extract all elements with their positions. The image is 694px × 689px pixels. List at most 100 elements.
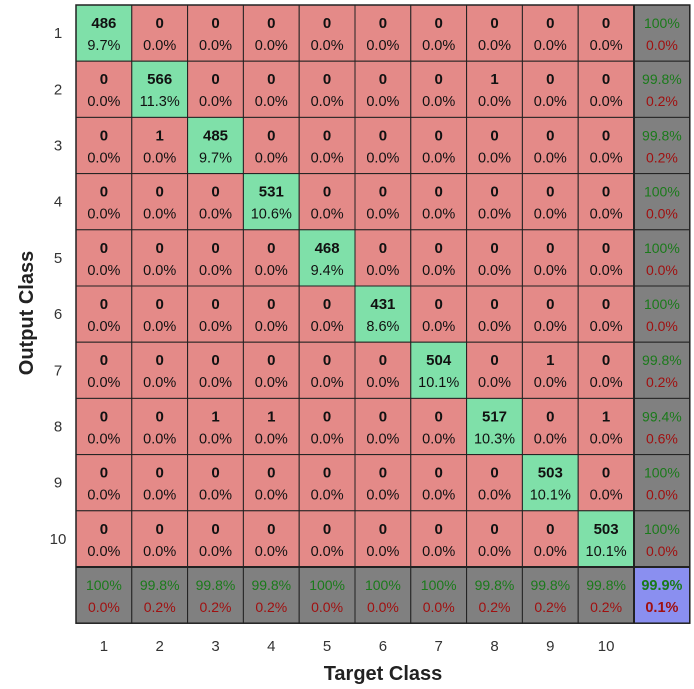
cell-count: 0: [323, 184, 331, 201]
matrix-cell: [187, 116, 244, 175]
cell-percent: 0.0%: [143, 488, 176, 504]
col-summary-correct: 99.8%: [530, 577, 570, 593]
cell-percent: 0.0%: [255, 488, 288, 504]
cell-count: 468: [315, 240, 340, 257]
cell-percent: 0.0%: [366, 150, 399, 166]
matrix-cell: [466, 510, 523, 568]
cell-count: 0: [602, 240, 610, 257]
cell-count: 1: [156, 127, 164, 144]
matrix-cell: [466, 229, 523, 287]
matrix-cell: [131, 60, 189, 118]
cell-count: 517: [482, 408, 507, 425]
cell-count: 504: [426, 352, 452, 369]
cell-percent: 8.6%: [366, 319, 399, 335]
cell-percent: 0.0%: [422, 319, 455, 335]
matrix-cell: [521, 116, 579, 175]
y-tick-label: 4: [54, 194, 62, 211]
col-summary-error: 0.2%: [590, 599, 622, 615]
cell-percent: 0.0%: [143, 319, 176, 335]
cell-percent: 0.0%: [590, 150, 623, 166]
col-summary-error: 0.0%: [88, 599, 120, 615]
cell-count: 1: [546, 352, 554, 369]
matrix-cell: [466, 454, 523, 512]
cell-percent: 0.0%: [422, 150, 455, 166]
cell-percent: 0.0%: [255, 94, 288, 110]
cell-count: 0: [435, 240, 443, 257]
cell-count: 0: [379, 240, 387, 257]
matrix-cell: [521, 454, 579, 512]
matrix-cells: 486 9.7% 0 0.0% 0 0.0% 0 0.0% 0 0.0% 0 0.0% 0 0.0% 0 0.…: [75, 4, 635, 568]
cell-count: 0: [156, 240, 164, 257]
cell-percent: 0.0%: [534, 38, 567, 54]
cell-count: 0: [379, 127, 387, 144]
cell-percent: 0.0%: [311, 150, 344, 166]
cell-percent: 0.0%: [255, 150, 288, 166]
cell-percent: 0.0%: [255, 431, 288, 447]
x-tick-label: 3: [211, 638, 219, 655]
cell-percent: 0.0%: [311, 94, 344, 110]
cell-count: 431: [370, 296, 395, 313]
cell-count: 0: [546, 15, 554, 32]
cell-percent: 0.0%: [143, 263, 176, 279]
cell-count: 531: [259, 184, 284, 201]
matrix-cell: [298, 510, 356, 568]
cell-count: 0: [211, 352, 219, 369]
cell-count: 0: [100, 184, 108, 201]
matrix-cell: [75, 4, 133, 62]
col-summary-error: 0.0%: [367, 599, 399, 615]
cell-percent: 0.0%: [311, 544, 344, 560]
y-tick-label: 6: [54, 306, 62, 323]
cell-count: 0: [211, 240, 219, 257]
cell-count: 0: [546, 184, 554, 201]
overall-error: 0.1%: [645, 600, 678, 616]
matrix-cell: [354, 285, 412, 343]
matrix-cell: [75, 173, 133, 231]
cell-percent: 0.0%: [590, 375, 623, 391]
matrix-cell: [298, 454, 356, 512]
cell-count: 0: [100, 71, 108, 88]
y-tick-label: 3: [54, 138, 62, 155]
y-tick-label: 8: [54, 419, 62, 436]
cell-percent: 0.0%: [199, 544, 232, 560]
col-summary-correct: 99.8%: [140, 577, 180, 593]
cell-percent: 0.0%: [87, 544, 120, 560]
cell-percent: 0.0%: [199, 488, 232, 504]
matrix-cell: [577, 60, 635, 118]
matrix-cell: [298, 397, 356, 456]
cell-count: 0: [546, 521, 554, 538]
cell-count: 0: [602, 184, 610, 201]
cell-percent: 0.0%: [422, 431, 455, 447]
matrix-cell: [410, 229, 468, 287]
cell-percent: 0.0%: [366, 94, 399, 110]
x-tick-label: 7: [435, 638, 443, 655]
col-summary-cell: [187, 566, 244, 624]
y-tick-label: 7: [54, 362, 62, 379]
matrix-cell: [187, 229, 244, 287]
cell-count: 0: [156, 521, 164, 538]
matrix-cell: [75, 285, 133, 343]
cell-count: 0: [323, 296, 331, 313]
col-summary-error: 0.2%: [479, 599, 511, 615]
col-summary-error: 0.2%: [200, 599, 232, 615]
cell-percent: 0.0%: [590, 488, 623, 504]
cell-count: 0: [267, 240, 275, 257]
row-summary-error: 0.2%: [646, 149, 678, 165]
x-tick-label: 10: [598, 638, 615, 655]
cell-count: 0: [435, 71, 443, 88]
cell-percent: 0.0%: [366, 263, 399, 279]
matrix-cell: [354, 4, 412, 62]
cell-count: 0: [323, 127, 331, 144]
cell-count: 0: [379, 521, 387, 538]
cell-count: 0: [379, 184, 387, 201]
cell-count: 0: [100, 521, 108, 538]
cell-percent: 0.0%: [255, 263, 288, 279]
matrix-cell: [521, 60, 579, 118]
cell-percent: 0.0%: [478, 375, 511, 391]
matrix-cell: [577, 173, 635, 231]
matrix-cell: [298, 229, 356, 287]
cell-count: 1: [267, 408, 275, 425]
cell-count: 0: [379, 15, 387, 32]
cell-percent: 0.0%: [143, 207, 176, 223]
matrix-cell: [298, 116, 356, 175]
